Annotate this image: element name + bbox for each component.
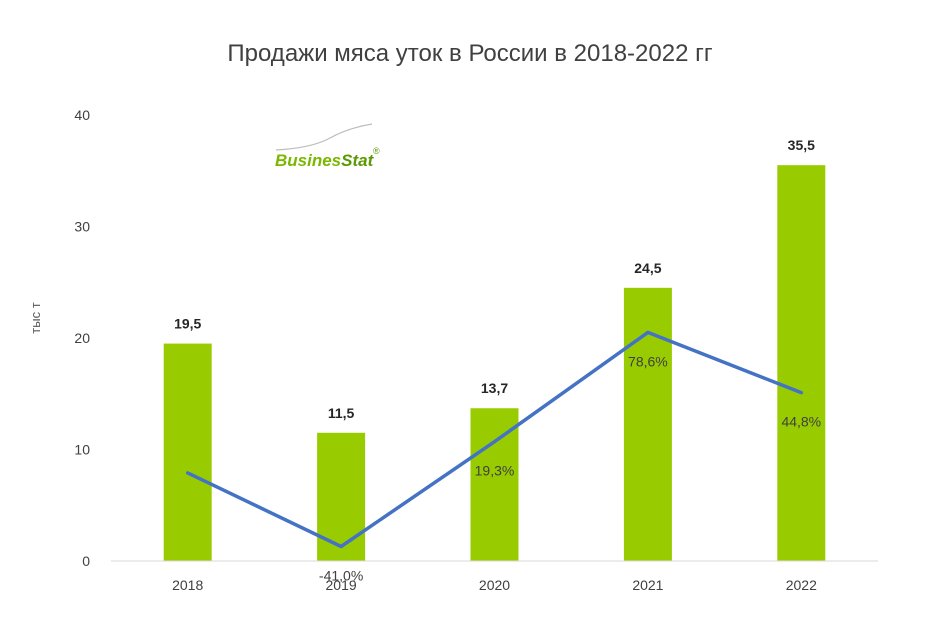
bar-value-label: 13,7 — [481, 380, 508, 396]
y-tick-label: 20 — [74, 330, 90, 346]
bar-value-label: 24,5 — [634, 260, 661, 276]
x-tick-label: 2020 — [479, 577, 510, 593]
x-tick-labels: 2018 2019 2020 2021 2022 — [172, 577, 817, 593]
y-tick-label: 10 — [74, 442, 90, 458]
logo-text-part2: Stat — [341, 151, 374, 170]
y-axis-label: тыс т — [28, 302, 43, 333]
growth-label: 19,3% — [475, 463, 515, 479]
chart-title: Продажи мяса уток в России в 2018-2022 г… — [227, 40, 712, 67]
logo-text-part1: Busines — [275, 151, 341, 170]
x-tick-label: 2018 — [172, 577, 203, 593]
bar — [777, 165, 826, 562]
growth-label: 78,6% — [628, 353, 668, 369]
bar — [163, 343, 212, 561]
growth-line — [185, 330, 804, 549]
businesstat-logo: BusinesStat ® — [275, 123, 380, 170]
logo-swoosh — [275, 123, 373, 151]
bar-value-label: 35,5 — [788, 137, 815, 153]
logo-text: BusinesStat — [275, 151, 375, 170]
y-tick-label: 0 — [82, 553, 90, 569]
bar-value-label: 11,5 — [328, 405, 355, 421]
growth-line-series — [185, 330, 804, 549]
y-tick-labels: 0 10 20 30 40 — [74, 107, 90, 569]
growth-line-labels: -41,0% 19,3% 78,6% 44,8% — [319, 353, 821, 583]
bar — [470, 408, 519, 561]
bar-value-label: 19,5 — [174, 316, 201, 332]
y-tick-label: 30 — [74, 219, 90, 235]
x-tick-label: 2019 — [326, 577, 357, 593]
x-tick-label: 2022 — [786, 577, 817, 593]
x-tick-label: 2021 — [632, 577, 663, 593]
bar — [317, 432, 366, 561]
bar — [623, 287, 672, 561]
growth-label: -41,0% — [319, 568, 363, 584]
y-tick-label: 40 — [74, 107, 90, 123]
logo-registered-mark: ® — [373, 146, 380, 156]
bar-value-labels: 19,5 11,5 13,7 24,5 35,5 — [174, 137, 815, 421]
growth-label: 44,8% — [781, 414, 821, 430]
